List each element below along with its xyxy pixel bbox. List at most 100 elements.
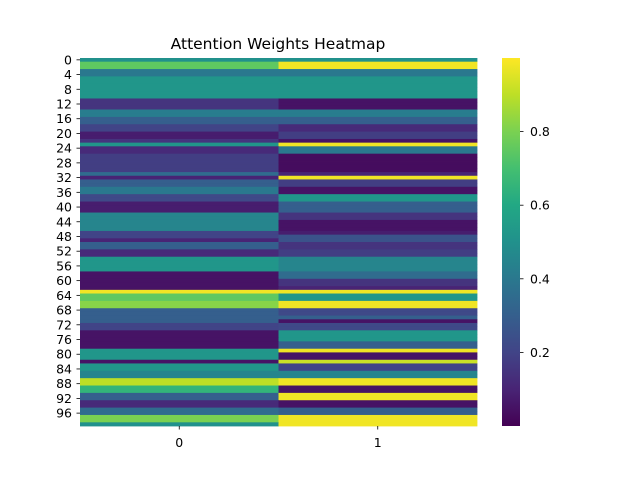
heatmap-cell [278,179,478,184]
heatmap-cell [80,260,279,265]
heatmap-cell [278,370,478,375]
y-tick-label: 36 [56,185,72,200]
heatmap-cell [278,300,478,305]
heatmap-cell [278,65,478,70]
y-tick-label: 56 [56,258,72,273]
heatmap-cell [278,175,478,180]
heatmap-cell [80,212,279,217]
y-tick-label: 64 [56,288,72,303]
heatmap-cell [278,363,478,368]
heatmap-cell [80,356,279,361]
heatmap-cell [278,205,478,210]
heatmap-cell [80,282,279,287]
heatmap-cell [278,278,478,283]
heatmap-cell [278,260,478,265]
y-tick-label: 12 [56,97,72,112]
heatmap-cell [80,341,279,346]
heatmap-cell [278,348,478,353]
heatmap-cell [80,124,279,129]
heatmap-cell [278,282,478,287]
heatmap-cell [278,256,478,261]
y-tick-label: 76 [56,332,72,347]
heatmap-cell [278,168,478,173]
y-tick-label: 52 [56,244,72,259]
y-tick-label: 4 [64,67,72,82]
heatmap-cell [80,201,279,206]
heatmap-cell [80,205,279,210]
heatmap-cell [80,142,279,147]
heatmap-cell [278,381,478,386]
heatmap-cell [80,396,279,401]
heatmap-cell [80,105,279,110]
heatmap-cell [278,271,478,276]
heatmap-cell [278,411,478,416]
chart-title: Attention Weights Heatmap [171,35,386,53]
heatmap-cell [80,367,279,372]
heatmap-cell [80,407,279,412]
heatmap-cell [278,311,478,316]
heatmap-cell [278,392,478,397]
y-tick-label: 72 [56,317,72,332]
heatmap-cell [278,267,478,272]
y-tick-label: 0 [64,52,72,67]
heatmap-cell [80,80,279,85]
heatmap-cell [80,172,279,177]
heatmap-cell [278,186,478,191]
heatmap-cell [80,135,279,140]
heatmap-cell [80,345,279,350]
heatmap-cell [80,293,279,298]
heatmap-cell [80,109,279,114]
y-tick-label: 32 [56,170,72,185]
heatmap-cell [278,418,478,423]
colorbar-gradient [502,58,520,426]
heatmap-cell [80,242,279,247]
heatmap-cell [80,94,279,99]
heatmap-cell [80,216,279,221]
heatmap-cell [278,356,478,361]
y-tick-label: 40 [56,200,72,215]
heatmap-cell [80,186,279,191]
heatmap-cell [278,264,478,269]
heatmap-cell [278,223,478,228]
heatmap-cell [80,91,279,96]
colorbar-tick-label: 0.6 [530,198,550,213]
heatmap-cell [278,135,478,140]
heatmap-cell [278,105,478,110]
heatmap-cell [278,385,478,390]
heatmap-cell [278,102,478,107]
heatmap-cell [278,341,478,346]
heatmap-cell [80,326,279,331]
heatmap-cell [80,322,279,328]
heatmap-cell [278,319,478,324]
heatmap-cell [278,304,478,309]
x-tick-label: 1 [374,435,382,450]
heatmap-cell [278,142,478,147]
colorbar-tick-label: 0.8 [530,124,550,139]
heatmap-cell [80,69,279,74]
heatmap-cell [278,131,478,136]
heatmap-cell [278,83,478,88]
heatmap-cell [278,116,478,121]
y-tick-label: 92 [56,391,72,406]
y-tick-label: 84 [56,361,72,376]
y-tick-label: 68 [56,303,72,318]
heatmap-cell [278,124,478,129]
heatmap-cell [80,389,279,394]
heatmap-cell [80,120,279,125]
heatmap-cell [278,359,478,364]
heatmap-cell [278,72,478,77]
heatmap-cell [80,264,279,269]
heatmap-cell [80,161,279,166]
heatmap-cell [278,87,478,92]
heatmap-cell [278,334,478,339]
heatmap-cell [278,245,478,250]
heatmap-cell [278,164,478,169]
heatmap-cell [80,300,279,305]
heatmap-cell [278,138,478,144]
heatmap-cell [278,76,478,81]
y-tick-label: 44 [56,214,72,229]
colorbar-ticks: 0.2 0.4 0.6 0.8 [520,124,550,360]
heatmap-cell [278,183,478,188]
